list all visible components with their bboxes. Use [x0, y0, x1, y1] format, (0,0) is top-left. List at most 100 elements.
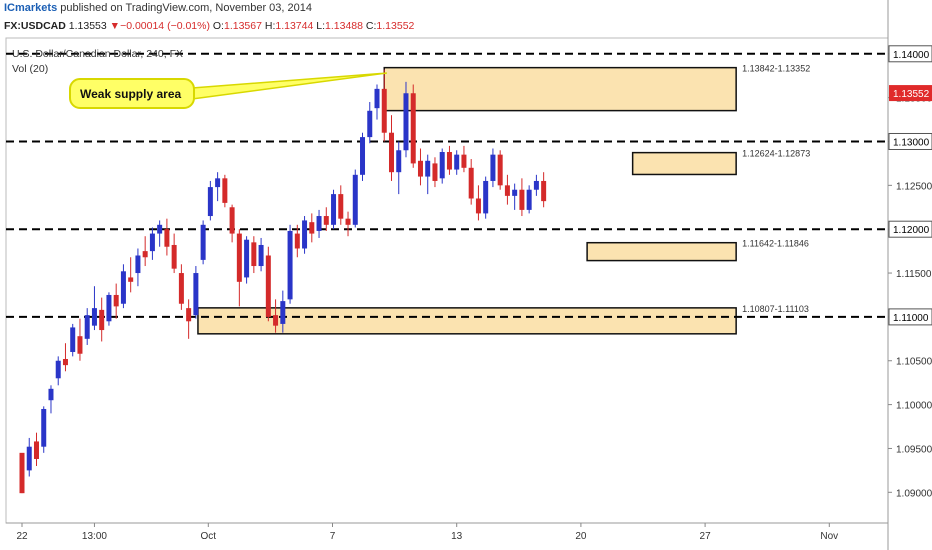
candle: [323, 207, 329, 231]
y-tick-label: 1.12500: [896, 181, 932, 192]
candle: [84, 308, 90, 345]
candle: [157, 220, 163, 247]
candle: [490, 148, 496, 188]
candle-body: [294, 233, 300, 249]
candle-body: [512, 189, 518, 196]
candle-body: [461, 154, 467, 168]
volume-indicator-label[interactable]: Vol (20): [12, 63, 49, 75]
candle-body: [62, 358, 68, 366]
supply-demand-zone: [586, 241, 737, 262]
candle: [19, 452, 25, 494]
symbol: FX:USDCAD: [4, 20, 66, 32]
author-link[interactable]: ICmarkets: [4, 2, 58, 14]
candle-body: [128, 277, 134, 282]
zone-range-label: 1.10807-1.11103: [742, 304, 809, 314]
candle-body: [280, 301, 286, 324]
candle-body: [200, 224, 206, 260]
y-tick-label: 1.10500: [896, 357, 932, 368]
candle-body: [454, 154, 460, 170]
candle: [403, 81, 409, 158]
x-tick-label: 13:00: [82, 531, 107, 542]
candle: [120, 264, 126, 309]
candle-body: [396, 150, 402, 173]
zone-range-label: 1.11642-1.11846: [742, 239, 809, 249]
candle-body: [273, 315, 279, 326]
candle-body: [106, 294, 112, 322]
candle-body: [490, 154, 496, 181]
candle-body: [374, 88, 380, 109]
candle: [244, 236, 250, 284]
candle-body: [142, 251, 148, 258]
candle: [425, 154, 431, 195]
candle-body: [439, 152, 445, 179]
candle: [302, 216, 308, 254]
change-arrow-icon: ▼: [109, 20, 121, 32]
x-tick-label: 13: [451, 531, 463, 542]
candle: [526, 185, 532, 214]
candle-body: [519, 189, 525, 210]
candle: [461, 145, 467, 173]
candle-body: [323, 216, 329, 225]
level-price-label: 1.13000: [893, 137, 930, 148]
candle-body: [475, 198, 481, 214]
candle-body: [55, 360, 61, 379]
candle: [135, 248, 141, 287]
candle-body: [425, 160, 431, 177]
candle: [171, 233, 177, 274]
candle: [512, 183, 518, 210]
candle: [381, 69, 387, 142]
candle: [77, 318, 83, 361]
candle: [533, 174, 539, 196]
candle: [265, 246, 271, 322]
candle-body: [48, 388, 54, 401]
level-price-box: [888, 45, 932, 63]
high-value: 1.13744: [275, 20, 314, 32]
open-value: 1.13567: [223, 20, 262, 32]
candle-body: [41, 408, 47, 447]
candle: [345, 211, 351, 237]
x-tick-label: 7: [330, 531, 336, 542]
candle-body: [381, 88, 387, 133]
zone-range-label: 1.12624-1.12873: [742, 149, 810, 159]
x-tick-label: 20: [575, 531, 587, 542]
candle-body: [186, 308, 192, 322]
candle: [360, 132, 366, 181]
candle-body: [446, 152, 452, 170]
candle-body: [309, 222, 315, 234]
zone-range-label: 1.13842-1.13352: [742, 64, 810, 74]
candle-body: [84, 315, 90, 339]
candle: [236, 229, 242, 307]
candle: [164, 218, 170, 256]
level-price-label: 1.12000: [893, 225, 930, 236]
candle: [186, 299, 192, 339]
low-label: L:: [316, 20, 326, 32]
candle: [33, 432, 39, 466]
candle-body: [497, 154, 503, 186]
candle-body: [338, 194, 344, 219]
candle: [454, 150, 460, 175]
candle-body: [77, 336, 83, 354]
callout-text: Weak supply area: [80, 87, 181, 101]
last-price: 1.13553: [68, 20, 107, 32]
candle: [55, 356, 61, 386]
y-tick-label: 1.09000: [896, 488, 932, 499]
candle-body: [70, 327, 76, 352]
candle: [504, 174, 510, 205]
supply-demand-zone: [383, 66, 737, 112]
y-tick-label: 1.09500: [896, 444, 932, 455]
candle-body: [33, 441, 39, 459]
low-value: 1.13488: [325, 20, 363, 32]
candle-body: [258, 244, 264, 267]
candle: [316, 209, 322, 238]
candle: [338, 185, 344, 225]
current-price-tag: [889, 85, 932, 102]
candle-body: [26, 446, 32, 471]
change-value: −0.00014 (−0.01%): [120, 20, 210, 32]
high-label: H:: [264, 20, 276, 32]
supply-demand-zone: [197, 307, 737, 335]
candle-body: [388, 132, 394, 173]
candle: [99, 297, 105, 342]
candle: [149, 227, 155, 260]
candle-body: [504, 185, 510, 196]
candle: [70, 323, 76, 357]
